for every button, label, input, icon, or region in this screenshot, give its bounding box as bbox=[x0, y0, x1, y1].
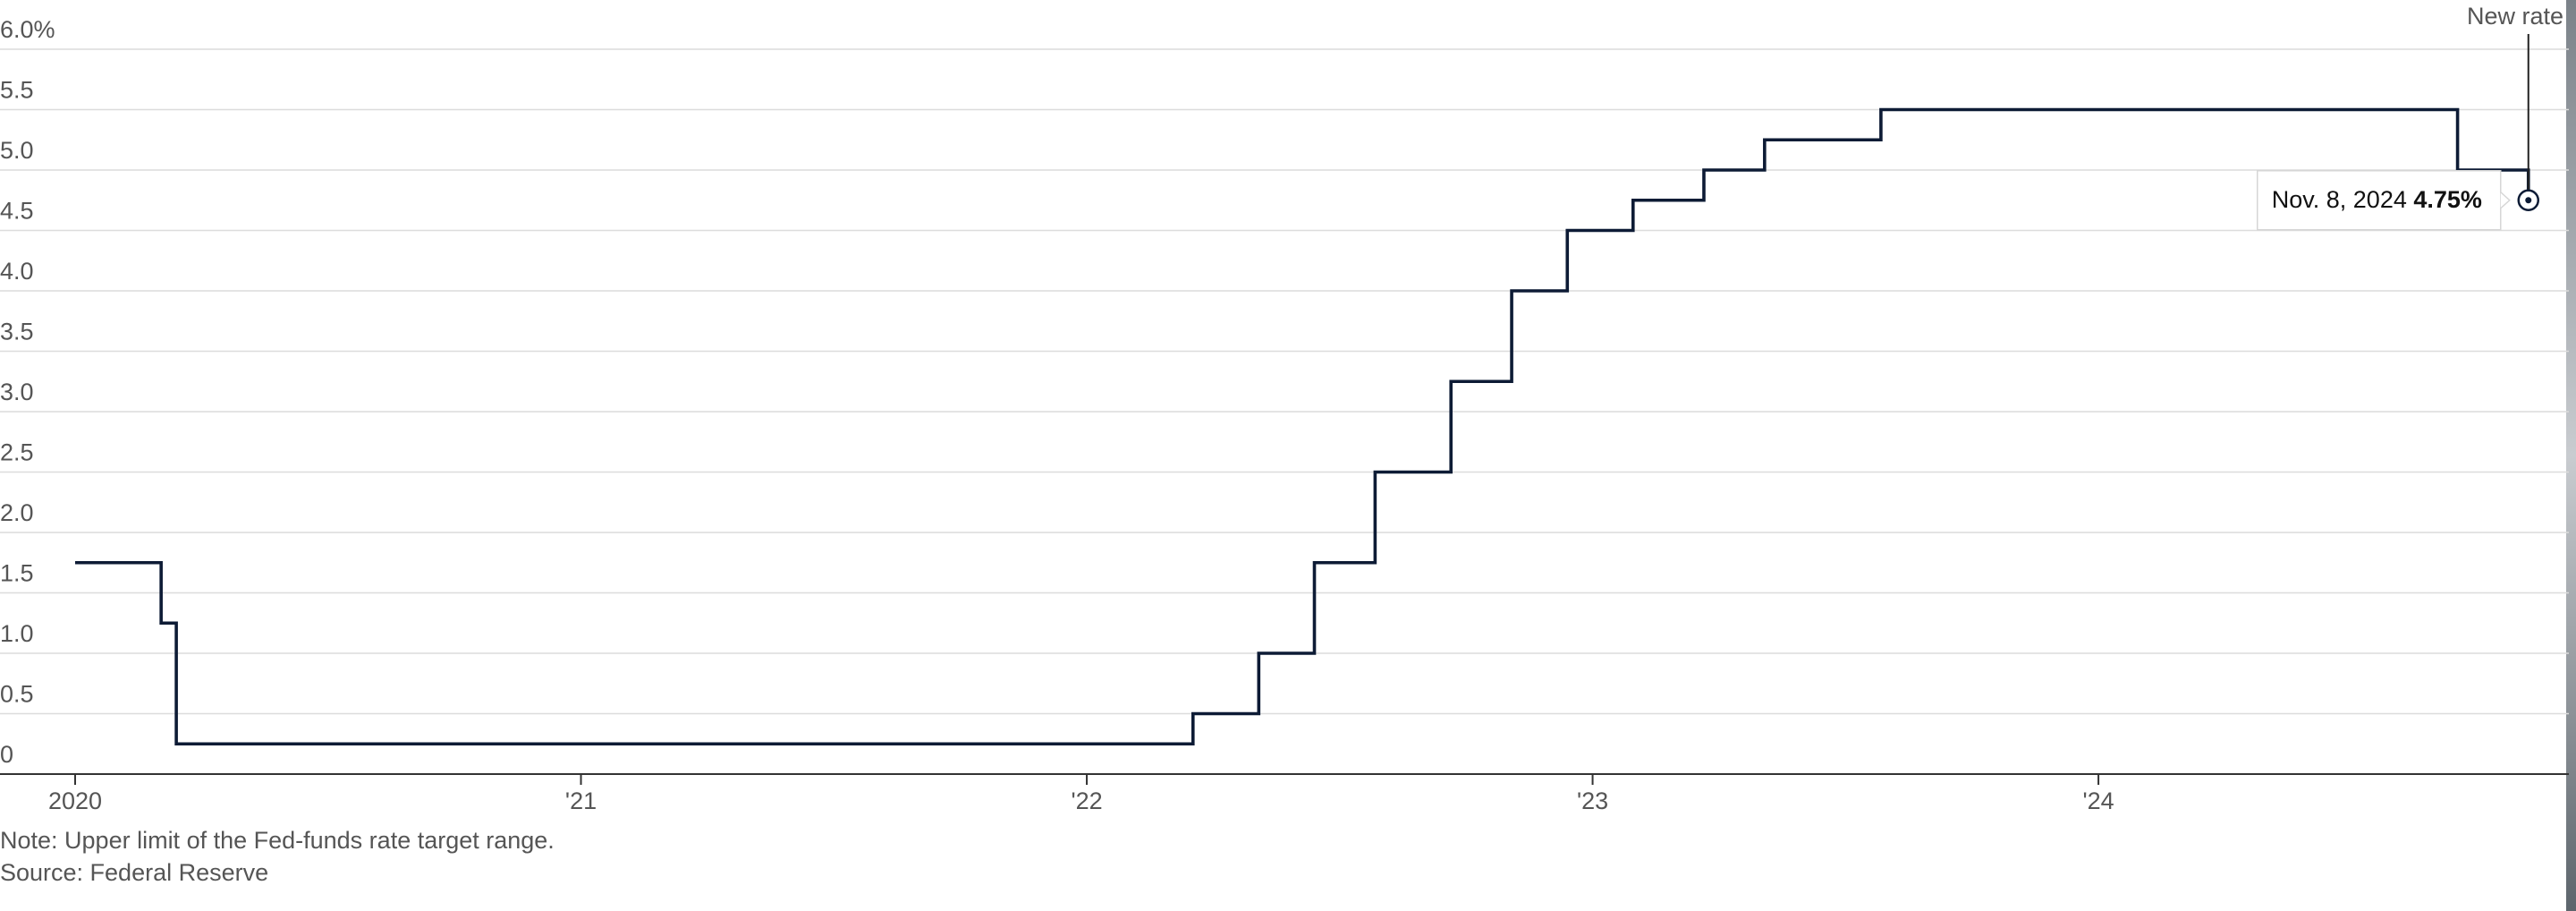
y-tick-label: 3.5 bbox=[0, 319, 34, 345]
annotation-label: New rate bbox=[2467, 3, 2563, 30]
x-tick-label: '24 bbox=[2082, 788, 2114, 814]
tooltip-box bbox=[2257, 170, 2502, 231]
y-tick-label: 4.0 bbox=[0, 258, 34, 285]
window-edge bbox=[2566, 0, 2576, 911]
y-tick-label: 0 bbox=[0, 741, 13, 768]
x-tick-label: 2020 bbox=[48, 788, 102, 814]
y-tick-label: 0.5 bbox=[0, 681, 34, 708]
y-tick-label: 4.5 bbox=[0, 198, 34, 225]
x-tick-label: '23 bbox=[1577, 788, 1608, 814]
x-tick-label: '22 bbox=[1071, 788, 1102, 814]
x-tick-label: '21 bbox=[565, 788, 597, 814]
rate-line bbox=[75, 107, 2530, 746]
y-tick-label: 2.5 bbox=[0, 439, 34, 466]
tooltip-pointer bbox=[2500, 192, 2511, 209]
y-tick-label: 6.0% bbox=[0, 16, 55, 43]
tooltip-date: Nov. 8, 2024 bbox=[2272, 186, 2407, 213]
tooltip: Nov. 8, 2024 4.75% bbox=[2272, 186, 2482, 213]
y-tick-label: 3.0 bbox=[0, 379, 34, 405]
source: Source: Federal Reserve bbox=[0, 859, 268, 886]
tooltip-value: 4.75% bbox=[2413, 186, 2482, 213]
y-tick-label: 5.5 bbox=[0, 77, 34, 104]
y-tick-label: 1.0 bbox=[0, 620, 34, 647]
y-tick-label: 1.5 bbox=[0, 560, 34, 587]
y-tick-label: 2.0 bbox=[0, 499, 34, 526]
y-tick-label: 5.0 bbox=[0, 137, 34, 164]
note: Note: Upper limit of the Fed-funds rate … bbox=[0, 827, 555, 854]
point bbox=[2525, 197, 2532, 204]
